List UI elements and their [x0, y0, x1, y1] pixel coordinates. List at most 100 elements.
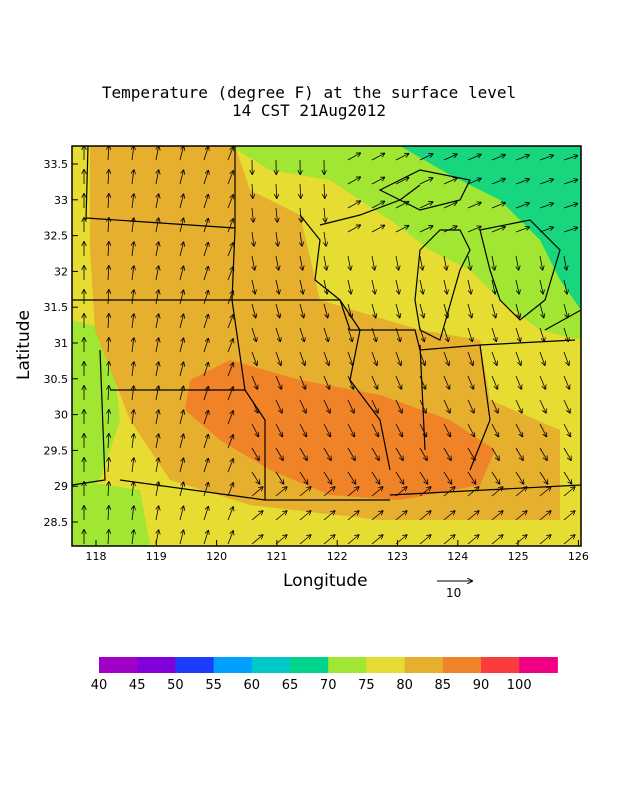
wind-arrow — [203, 387, 208, 401]
colorbar-label: 60 — [244, 678, 261, 693]
colorbar-swatch — [175, 657, 215, 673]
wind-arrow — [132, 482, 134, 497]
wind-arrow — [300, 231, 302, 246]
wind-arrow — [395, 511, 407, 521]
wind-arrow — [539, 375, 545, 389]
wind-arrow — [132, 314, 134, 329]
wind-arrow — [227, 387, 233, 401]
wind-arrow — [347, 201, 360, 209]
wind-arrow — [275, 303, 280, 318]
wind-arrow — [251, 303, 256, 318]
wind-arrow — [108, 314, 109, 329]
wind-arrow — [132, 410, 134, 425]
wind-arrow — [275, 423, 282, 436]
wind-arrow — [563, 471, 572, 484]
wind-arrow — [275, 471, 284, 484]
wind-arrow — [227, 363, 233, 377]
wind-arrow — [491, 327, 496, 341]
wind-arrow — [275, 487, 287, 497]
wind-arrow — [372, 255, 375, 270]
wind-arrow — [227, 315, 233, 329]
y-tick-label: 31.5 — [44, 301, 69, 314]
wind-arrow — [299, 375, 305, 389]
wind-arrow — [371, 177, 384, 185]
colorbar-label: 80 — [396, 678, 413, 693]
wind-arrow — [251, 447, 259, 460]
wind-arrow — [203, 531, 208, 545]
x-tick-label: 119 — [146, 550, 167, 563]
wind-arrow — [276, 231, 278, 246]
wind-arrow — [179, 242, 184, 257]
colorbar-swatch — [481, 657, 520, 673]
wind-arrow — [132, 170, 134, 185]
wind-arrow — [539, 203, 553, 209]
reference-vector-label: 10 — [446, 586, 462, 600]
wind-arrow — [156, 434, 159, 449]
wind-arrow — [275, 279, 279, 294]
wind-arrow — [467, 511, 479, 521]
wind-arrow — [203, 147, 208, 161]
temperature-field — [72, 146, 581, 546]
wind-arrow — [156, 338, 159, 353]
wind-arrow — [491, 279, 495, 294]
colorbar-label: 75 — [358, 678, 375, 693]
wind-arrow — [108, 362, 109, 377]
wind-arrow — [323, 471, 332, 484]
colorbar-label: 45 — [129, 678, 146, 693]
wind-arrow — [491, 375, 497, 389]
wind-arrow — [227, 483, 233, 497]
wind-arrow — [371, 535, 383, 545]
wind-arrow — [443, 202, 457, 209]
wind-arrow — [516, 255, 519, 270]
wind-arrow — [324, 207, 325, 222]
wind-arrow — [300, 255, 303, 270]
wind-arrow — [467, 155, 481, 161]
wind-arrow — [467, 471, 476, 484]
wind-arrow — [395, 399, 402, 413]
wind-arrow — [395, 279, 399, 294]
colorbar-label: 85 — [435, 678, 452, 693]
x-tick-label: 118 — [86, 550, 107, 563]
wind-arrow — [371, 471, 380, 484]
wind-arrow — [419, 327, 424, 341]
colorbar-swatch — [404, 657, 444, 673]
wind-arrow — [443, 279, 447, 294]
wind-arrow — [443, 535, 455, 545]
wind-arrow — [539, 155, 553, 161]
wind-arrow — [515, 399, 522, 413]
wind-arrow — [156, 482, 159, 497]
wind-arrow — [203, 411, 208, 425]
wind-arrow — [491, 447, 499, 460]
wind-arrow — [227, 243, 233, 257]
wind-arrow — [443, 178, 457, 185]
wind-arrow — [371, 487, 383, 497]
colorbar-label: 90 — [473, 678, 490, 693]
wind-arrow — [156, 314, 159, 329]
wind-arrow — [347, 423, 354, 436]
colorbar-label: 40 — [91, 678, 108, 693]
wind-arrow — [251, 535, 263, 545]
wind-arrow — [419, 202, 433, 209]
wind-arrow — [179, 506, 184, 521]
y-tick-label: 29 — [54, 480, 68, 493]
wind-arrow — [491, 351, 497, 365]
map-title: Temperature (degree F) at the surface le… — [101, 83, 517, 102]
wind-arrow — [563, 399, 570, 413]
wind-arrow — [108, 170, 109, 185]
colorbar-swatch — [251, 657, 291, 673]
wind-arrow — [108, 290, 109, 305]
y-tick-label: 31 — [54, 337, 68, 350]
wind-arrow — [371, 225, 384, 233]
wind-arrow — [563, 447, 571, 460]
wind-arrow — [227, 459, 233, 473]
wind-arrow — [443, 399, 450, 413]
wind-arrow — [227, 195, 233, 209]
wind-arrow — [419, 487, 431, 497]
wind-arrow — [203, 483, 208, 497]
wind-arrow — [251, 399, 258, 413]
wind-arrow — [275, 375, 281, 389]
wind-arrow — [443, 471, 452, 484]
wind-arrow — [179, 458, 184, 473]
map-subtitle: 14 CST 21Aug2012 — [231, 101, 387, 120]
wind-arrow — [540, 255, 543, 270]
